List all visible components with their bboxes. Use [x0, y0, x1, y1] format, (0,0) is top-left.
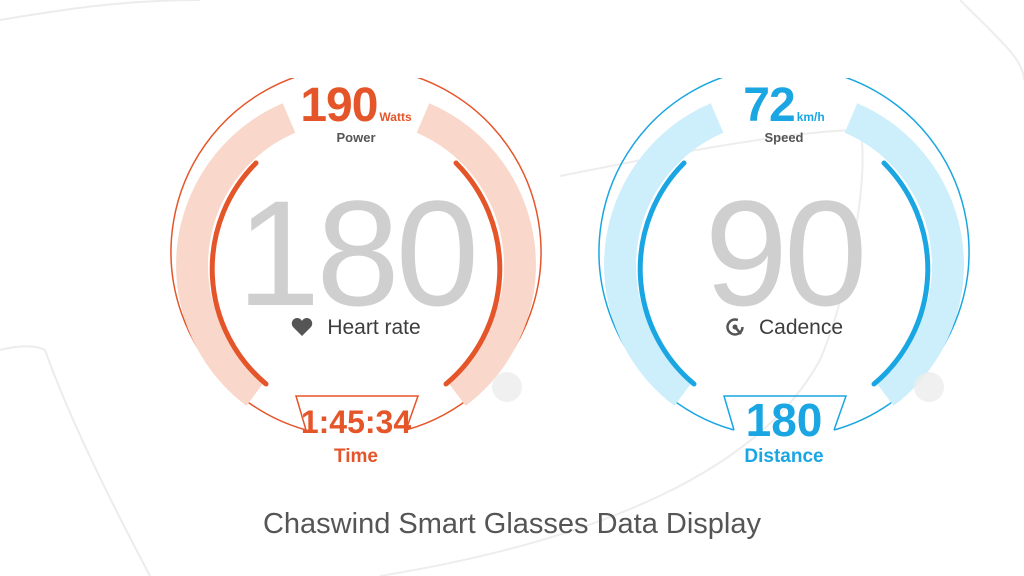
speed-readout: 72 km/h — [584, 80, 984, 132]
gauge-ring — [598, 78, 970, 431]
gauge-ring — [170, 78, 542, 431]
power-label: Power — [336, 130, 376, 145]
power-readout: 190 Watts — [156, 80, 556, 132]
heart-icon — [291, 317, 313, 343]
distance-label: Distance — [744, 446, 824, 467]
heart-rate-caption: Heart rate — [156, 316, 556, 343]
distance-value: 180 — [745, 394, 823, 446]
display-caption: Chaswind Smart Glasses Data Display — [262, 508, 761, 540]
cadence-caption: Cadence — [584, 316, 984, 343]
power-unit: Watts — [379, 110, 412, 124]
speed-label: Speed — [764, 130, 804, 145]
lens-knob-left — [492, 372, 522, 402]
time-value: 1:45:34 — [300, 404, 412, 440]
cadence-label: Cadence — [758, 316, 844, 339]
power-heart-rate-gauge: 190 Watts Power 180 Heart rate 1:45:34 Ti… — [156, 78, 556, 478]
power-value: 190 — [300, 79, 378, 132]
lens-knob-right — [914, 372, 944, 402]
speed-value: 72 — [743, 79, 795, 132]
speed-unit: km/h — [796, 110, 825, 124]
speed-cadence-gauge: 72 km/h Speed 90 Cadence 180 Distance — [584, 78, 984, 478]
cadence-value: 90 — [704, 169, 868, 337]
heart-rate-label: Heart rate — [327, 316, 421, 339]
heart-rate-value: 180 — [236, 169, 479, 337]
cadence-icon — [725, 317, 745, 343]
time-label: Time — [333, 446, 378, 467]
